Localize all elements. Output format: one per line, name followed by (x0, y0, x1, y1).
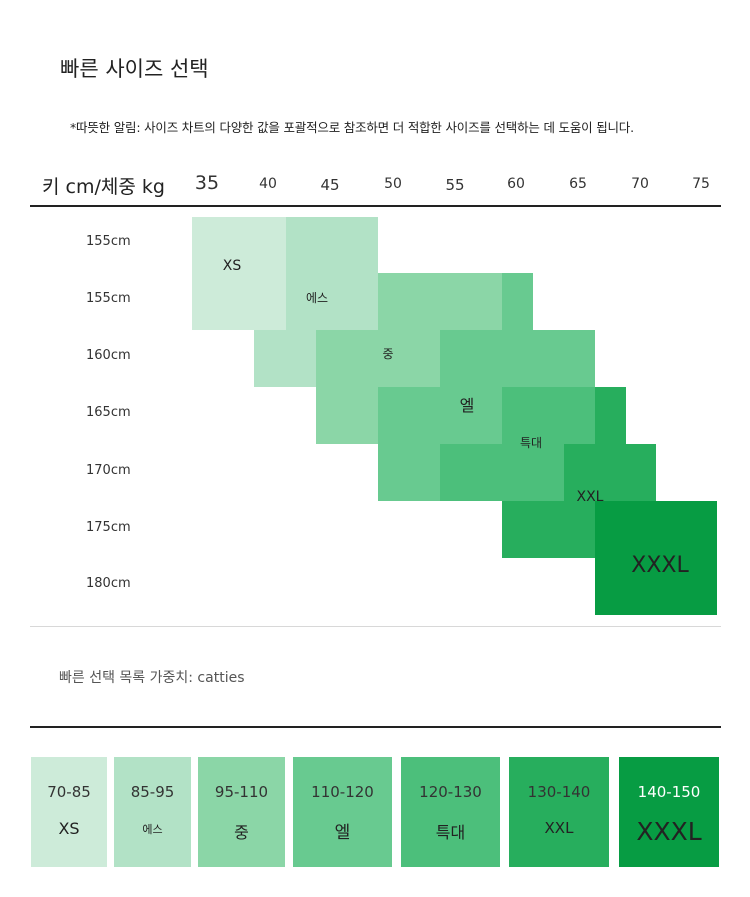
size-name: XXL (544, 819, 574, 837)
axis-header-label: 키 cm/체중 kg (42, 176, 165, 198)
size-label: 특대 (519, 435, 543, 450)
weight-tick: 40 (259, 176, 277, 192)
size-cell (533, 330, 595, 387)
size-name: 엘 (334, 823, 351, 843)
size-label: 에스 (305, 290, 329, 305)
height-label: 160cm (86, 348, 131, 363)
weight-range: 140-150 (637, 783, 701, 801)
weight-tick: 35 (194, 172, 220, 194)
weight-tick: 75 (692, 176, 710, 192)
quick-size-box: 130-140 XXL (509, 757, 609, 867)
height-label: 155cm (86, 291, 131, 306)
quick-size-box: 110-120 엘 (293, 757, 392, 867)
size-cell (595, 501, 717, 615)
size-label: XXL (576, 488, 604, 505)
size-cell (378, 330, 440, 387)
size-label: XS (222, 257, 242, 274)
size-label: 중 (382, 346, 394, 361)
size-name: 에스 (142, 823, 163, 836)
size-label: XXXL (631, 552, 689, 578)
size-cell (192, 217, 286, 330)
size-name: 중 (234, 822, 249, 842)
size-name: 특대 (435, 822, 466, 842)
weight-range: 70-85 (47, 783, 91, 801)
quick-size-box: 95-110 중 (198, 757, 285, 867)
size-cell (595, 387, 626, 444)
weight-tick: 70 (631, 176, 649, 192)
size-cell (286, 217, 378, 330)
weight-tick: 60 (507, 176, 525, 192)
size-cell (316, 330, 378, 444)
height-label: 175cm (86, 520, 131, 535)
height-label: 165cm (86, 405, 131, 420)
size-cell (440, 330, 533, 387)
size-label: 엘 (459, 396, 475, 416)
height-label: 170cm (86, 463, 131, 478)
quick-select-label: 빠른 선택 목록 가중치: catties (59, 670, 245, 686)
page-title: 빠른 사이즈 선택 (60, 57, 209, 81)
quick-size-box: 140-150 XXXL (619, 757, 719, 867)
weight-range: 120-130 (419, 783, 482, 801)
grid-bottom-divider (30, 626, 721, 627)
size-notice: *따뜻한 알림: 사이즈 차트의 다양한 값을 포괄적으로 참조하면 더 적합한… (70, 120, 634, 135)
weight-tick: 55 (445, 176, 465, 194)
quick-size-box: 85-95 에스 (114, 757, 191, 867)
quick-size-box: 120-130 특대 (401, 757, 500, 867)
size-cell (254, 330, 316, 387)
height-label: 180cm (86, 576, 131, 591)
size-cell (440, 444, 564, 501)
weight-tick: 65 (569, 176, 587, 192)
size-name: XS (58, 818, 80, 838)
size-cell (378, 273, 502, 330)
size-name: XXXL (636, 817, 702, 846)
size-cell (502, 387, 595, 444)
weight-range: 110-120 (311, 783, 374, 801)
header-divider (30, 205, 721, 207)
weight-range: 95-110 (214, 783, 269, 801)
size-cell (502, 273, 533, 330)
weight-tick: 50 (384, 176, 402, 192)
weight-tick: 45 (320, 176, 340, 194)
weight-range: 85-95 (130, 783, 175, 801)
quick-size-box: 70-85 XS (31, 757, 107, 867)
weight-range: 130-140 (527, 783, 591, 801)
quick-list-divider (30, 726, 721, 728)
height-label: 155cm (86, 234, 131, 249)
size-cell (564, 444, 656, 501)
